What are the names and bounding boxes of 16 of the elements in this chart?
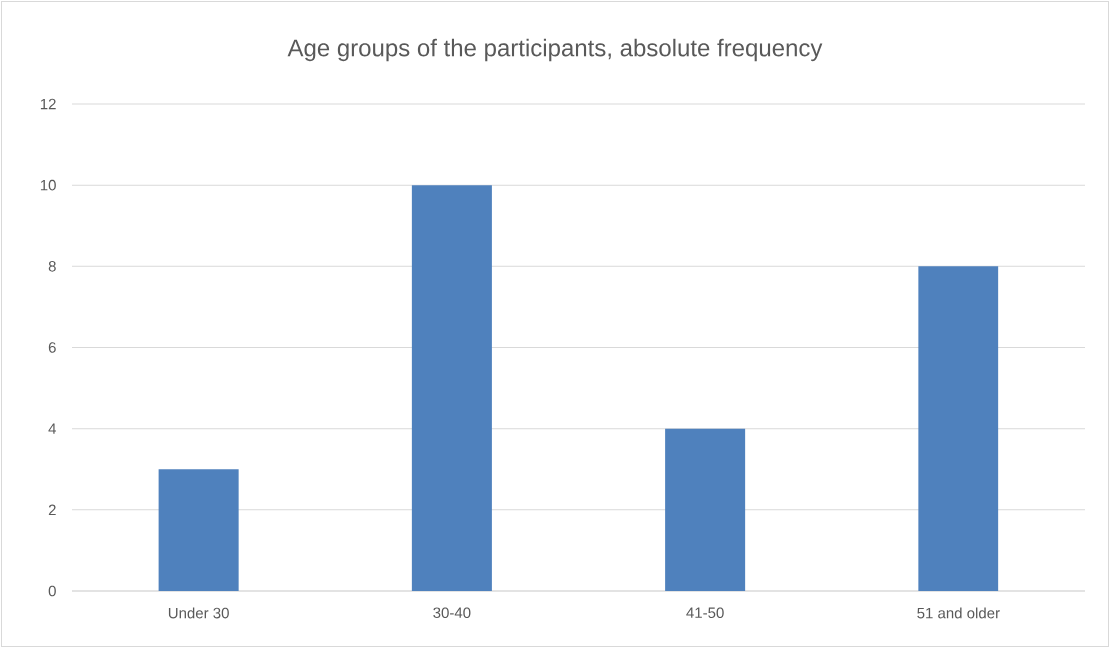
bar xyxy=(411,185,492,591)
x-tick-label: 30-40 xyxy=(433,607,471,619)
y-tick-label: 4 xyxy=(48,423,57,434)
x-tick-label: 51 and older xyxy=(917,607,1000,619)
y-tick-label: 2 xyxy=(48,504,56,516)
y-tick-label: 0 xyxy=(48,585,56,597)
x-tick-label: Under 30 xyxy=(168,607,229,619)
bar xyxy=(918,266,999,591)
chart-title: Age groups of the participants, absolute frequency xyxy=(287,38,823,62)
y-tick-label: 8 xyxy=(48,261,56,272)
y-tick-label: 6 xyxy=(48,342,56,353)
bar xyxy=(665,428,746,591)
bar xyxy=(158,469,239,591)
y-tick-label: 12 xyxy=(40,98,56,110)
y-tick-label: 10 xyxy=(40,179,56,191)
x-tick-label: 41-50 xyxy=(686,607,724,619)
